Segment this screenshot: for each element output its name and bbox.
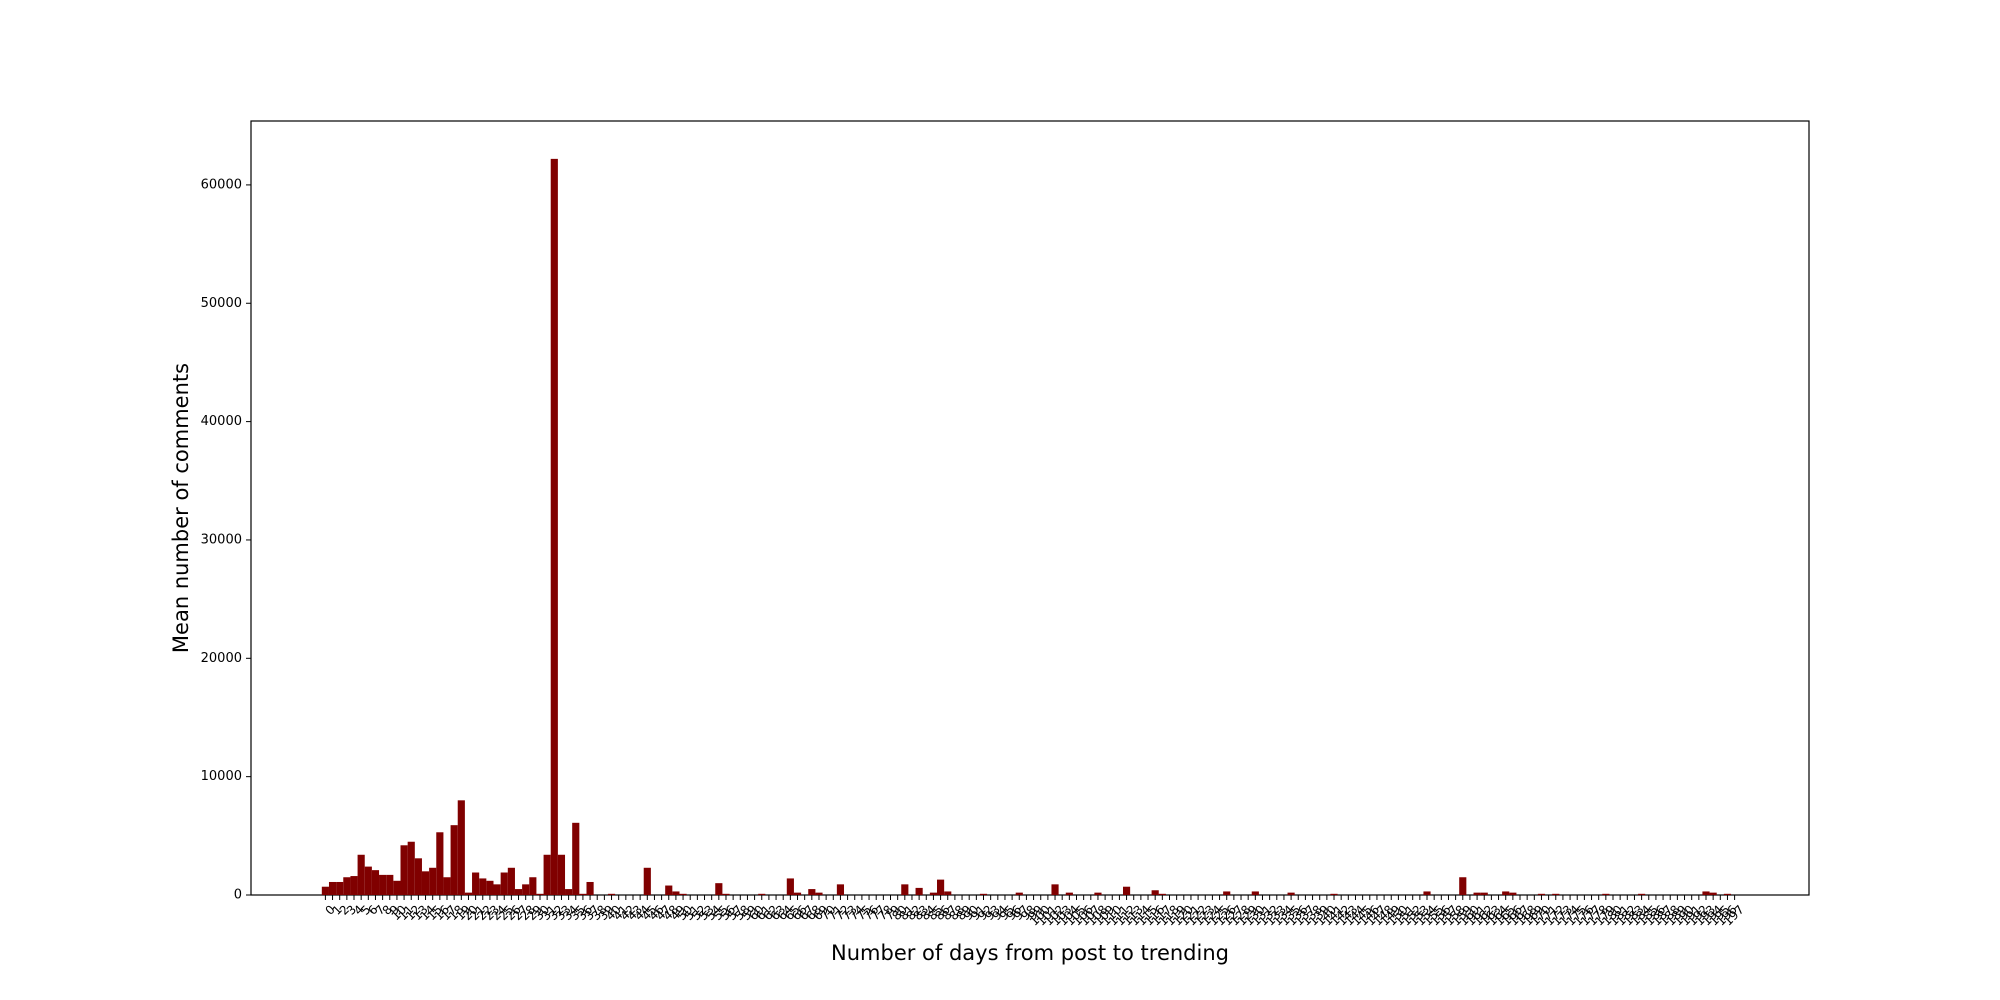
bar — [514, 889, 523, 895]
bar — [472, 872, 480, 895]
y-tick-label: 50000 — [201, 296, 242, 311]
bar — [1330, 893, 1338, 895]
bar — [529, 877, 537, 895]
bar — [1223, 891, 1231, 895]
bar — [1251, 891, 1259, 895]
bar — [643, 867, 651, 895]
bar — [550, 158, 558, 895]
y-tick-label: 0 — [234, 888, 242, 903]
bar — [815, 892, 823, 895]
bar — [1702, 891, 1710, 895]
bar — [607, 893, 616, 895]
bar — [1094, 892, 1102, 895]
bar — [557, 854, 566, 895]
bar — [486, 880, 494, 895]
bar — [1480, 892, 1488, 895]
bar — [407, 841, 415, 895]
y-tick-label: 40000 — [201, 414, 242, 429]
bar — [937, 879, 945, 895]
bar — [321, 886, 329, 895]
bar — [1423, 891, 1431, 895]
bar — [1552, 893, 1560, 895]
bar — [929, 892, 938, 895]
bar — [379, 874, 387, 895]
bar — [436, 832, 444, 895]
bar — [722, 893, 730, 895]
bar — [1287, 892, 1295, 895]
bar — [371, 870, 380, 895]
bar — [1723, 893, 1732, 895]
bar — [1537, 893, 1546, 895]
bar — [1473, 892, 1481, 895]
bar — [500, 872, 508, 895]
bar — [1151, 890, 1159, 895]
bar — [1602, 893, 1610, 895]
bar — [450, 825, 458, 895]
bar — [493, 884, 501, 895]
bar — [1638, 893, 1646, 895]
bar — [715, 883, 723, 895]
bar — [386, 874, 394, 895]
bar — [429, 867, 437, 895]
x-axis-label: Number of days from post to trending — [831, 941, 1229, 965]
bar — [1459, 877, 1467, 895]
bar — [421, 871, 430, 895]
y-tick-label: 20000 — [201, 651, 242, 666]
bar — [443, 877, 451, 895]
bar — [836, 884, 845, 895]
bar — [1709, 892, 1717, 895]
bar — [758, 893, 766, 895]
bar — [479, 878, 487, 895]
y-tick-label: 10000 — [201, 769, 242, 784]
bar — [522, 884, 530, 895]
bar — [915, 887, 923, 895]
bar — [1065, 892, 1073, 895]
bar — [357, 854, 365, 895]
bar — [464, 892, 473, 895]
bar — [672, 891, 680, 895]
bar — [543, 854, 551, 895]
bar — [507, 867, 515, 895]
y-axis-label: Mean number of comments — [169, 363, 193, 653]
bar — [1122, 886, 1131, 895]
bar — [793, 892, 802, 895]
y-tick-label: 30000 — [201, 532, 242, 547]
bar — [901, 884, 909, 895]
bar — [786, 878, 794, 895]
bar — [536, 893, 544, 895]
bar — [400, 845, 408, 895]
bar — [328, 881, 337, 895]
bar — [1509, 892, 1517, 895]
bar — [1502, 891, 1510, 895]
bar — [364, 866, 372, 895]
bar — [1051, 884, 1059, 895]
bar — [457, 800, 465, 895]
plot-frame — [250, 120, 1810, 896]
bar — [979, 893, 988, 895]
y-tick-label: 60000 — [201, 177, 242, 192]
bar — [586, 881, 594, 895]
bar — [1015, 892, 1023, 895]
bar — [808, 889, 816, 895]
bar — [350, 876, 358, 895]
bar — [1158, 893, 1166, 895]
bar — [679, 893, 687, 895]
bar — [343, 877, 351, 895]
bar — [944, 891, 952, 895]
bar — [393, 880, 401, 895]
bar — [665, 885, 673, 895]
bar — [565, 889, 573, 895]
bar — [579, 893, 587, 895]
bar — [572, 822, 580, 895]
bar — [414, 858, 422, 895]
bar — [336, 881, 344, 895]
